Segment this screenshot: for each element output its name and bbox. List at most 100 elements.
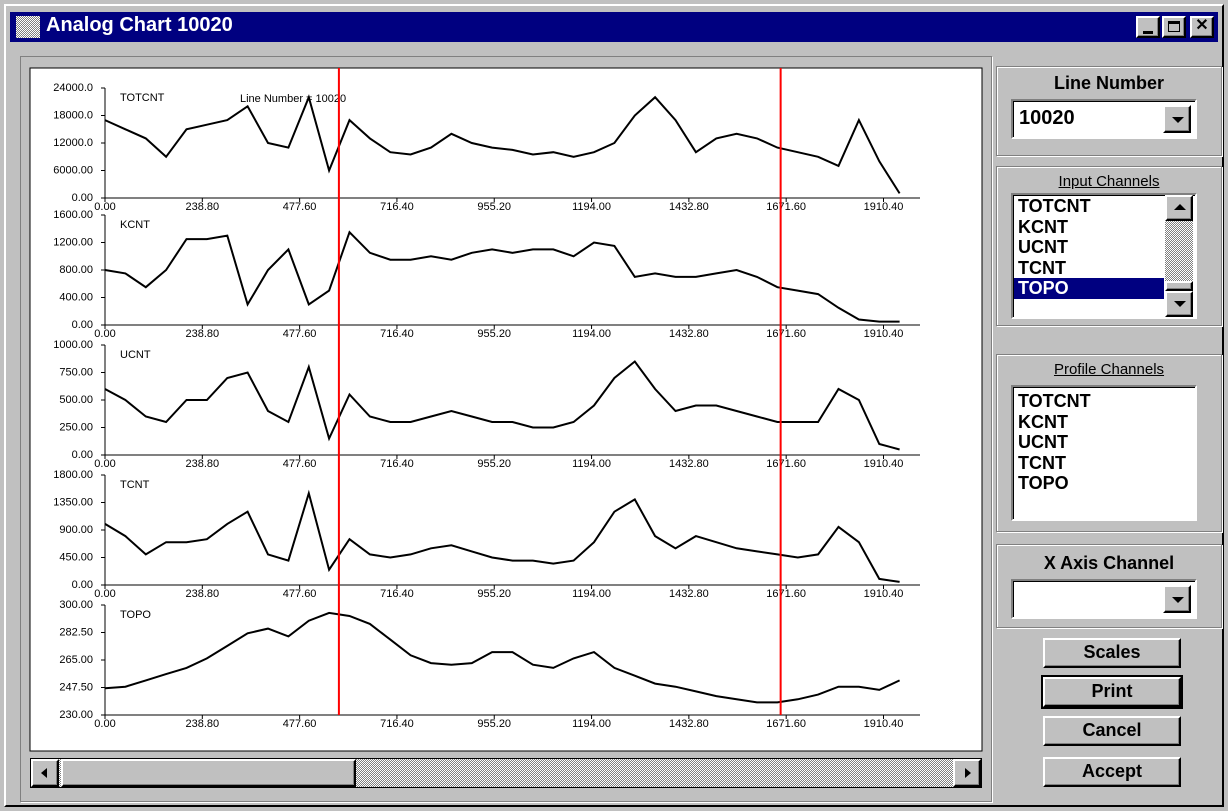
y-tick-label: 450.00 — [59, 551, 93, 563]
x-tick-label: 955.20 — [477, 588, 511, 600]
x-tick-label: 955.20 — [477, 328, 511, 340]
annotation: Line Number = 10020 — [240, 93, 346, 105]
x-tick-label: 477.60 — [283, 201, 317, 213]
x-tick-label: 1194.00 — [572, 458, 611, 470]
list-item[interactable]: KCNT — [1018, 216, 1068, 237]
chart-title: KCNT — [120, 219, 150, 231]
series-line — [104, 611, 901, 704]
x-tick-label: 0.00 — [94, 458, 115, 470]
x-tick-label: 1910.40 — [864, 588, 904, 600]
y-tick-label: 250.00 — [59, 421, 93, 433]
x-tick-label: 238.80 — [185, 328, 219, 340]
chart-background — [29, 67, 983, 752]
list-item[interactable]: TOTCNT — [1018, 391, 1091, 411]
list-scrollbar[interactable] — [1165, 195, 1195, 317]
y-tick-label: 500.00 — [59, 394, 93, 406]
x-tick-label: 1671.60 — [766, 588, 806, 600]
series-line — [104, 360, 900, 451]
input-channels-group: Input Channels TOTCNT KCNT UCNT TCNT TOPO — [996, 166, 1222, 326]
maximize-button[interactable] — [1162, 16, 1186, 38]
y-tick-label: 800.00 — [59, 264, 93, 276]
line-number-combo[interactable]: 10020 — [1011, 99, 1197, 139]
series-line — [104, 230, 900, 323]
group-label: Profile Channels — [1053, 361, 1165, 378]
combo-arrow[interactable] — [1163, 585, 1191, 613]
line-number-group: Line Number 10020 — [996, 66, 1222, 156]
y-tick-label: 247.50 — [59, 681, 93, 693]
y-tick-label: 0.00 — [72, 449, 93, 461]
cancel-button[interactable]: Cancel — [1043, 716, 1181, 746]
combo-arrow[interactable] — [1163, 105, 1191, 133]
x-tick-label: 955.20 — [477, 718, 511, 730]
window-frame — [4, 4, 1224, 807]
title-bar: Analog Chart 10020 ✕ — [10, 12, 1218, 42]
x-tick-label: 716.40 — [380, 328, 414, 340]
x-axis-channel-combo[interactable] — [1011, 579, 1197, 619]
x-tick-label: 1194.00 — [572, 201, 611, 213]
x-tick-label: 0.00 — [94, 328, 115, 340]
list-item[interactable]: KCNT — [1018, 411, 1068, 432]
x-tick-label: 477.60 — [283, 458, 317, 470]
y-tick-label: 0.00 — [72, 579, 93, 591]
group-label: X Axis Channel — [1043, 553, 1175, 573]
scroll-left[interactable] — [31, 759, 59, 787]
input-channels-list[interactable]: TOTCNT KCNT UCNT TCNT TOPO — [1011, 193, 1197, 319]
scroll-up[interactable] — [1165, 195, 1193, 221]
y-tick-label: 265.00 — [59, 654, 93, 666]
combo-value: 10020 — [1019, 107, 1075, 129]
window-title: Analog Chart 10020 — [46, 14, 233, 36]
scroll-down[interactable] — [1165, 291, 1193, 317]
x-tick-label: 1194.00 — [572, 328, 611, 340]
scroll-thumb[interactable] — [61, 759, 356, 787]
x-tick-label: 716.40 — [380, 201, 414, 213]
scroll-thumb[interactable] — [1165, 281, 1193, 291]
scales-button[interactable]: Scales — [1043, 638, 1181, 668]
y-tick-label: 6000.00 — [53, 164, 93, 176]
x-tick-label: 716.40 — [380, 718, 414, 730]
list-item[interactable]: TCNT — [1018, 452, 1066, 473]
horizontal-scrollbar[interactable] — [30, 758, 982, 788]
x-tick-label: 1432.80 — [669, 588, 709, 600]
list-item[interactable]: TOTCNT — [1018, 196, 1091, 216]
x-axis-channel-group: X Axis Channel — [996, 544, 1222, 628]
x-tick-label: 1432.80 — [669, 458, 709, 470]
x-tick-label: 477.60 — [283, 328, 317, 340]
x-tick-label: 477.60 — [283, 588, 317, 600]
y-tick-label: 400.00 — [59, 291, 93, 303]
profile-channels-list[interactable]: TOTCNT KCNT UCNT TCNT TOPO — [1011, 385, 1197, 521]
list-item[interactable]: TOPO — [1014, 278, 1164, 299]
y-tick-label: 12000.0 — [53, 137, 93, 149]
close-button[interactable]: ✕ — [1190, 16, 1214, 38]
series-line — [104, 489, 900, 583]
y-tick-label: 0.00 — [72, 319, 93, 331]
x-tick-label: 238.80 — [185, 588, 219, 600]
minimize-button[interactable] — [1136, 16, 1160, 38]
x-tick-label: 1910.40 — [864, 328, 904, 340]
y-tick-label: 1200.00 — [53, 236, 93, 248]
list-item[interactable]: UCNT — [1018, 432, 1068, 452]
x-tick-label: 1671.60 — [766, 718, 806, 730]
x-tick-label: 0.00 — [94, 588, 115, 600]
x-tick-label: 0.00 — [94, 718, 115, 730]
x-tick-label: 716.40 — [380, 588, 414, 600]
chart-title: TOTCNT — [120, 92, 165, 104]
profile-channels-group: Profile Channels TOTCNT KCNT UCNT TCNT TOPO — [996, 354, 1222, 532]
list-item[interactable]: TCNT — [1018, 257, 1066, 278]
x-tick-label: 477.60 — [283, 718, 317, 730]
scroll-right[interactable] — [953, 759, 981, 787]
chart-title: TOPO — [120, 609, 151, 621]
y-tick-label: 1600.00 — [53, 209, 93, 221]
x-tick-label: 1432.80 — [669, 201, 709, 213]
x-tick-label: 1910.40 — [864, 718, 904, 730]
list-item[interactable]: TOPO — [1018, 473, 1069, 493]
y-tick-label: 24000.0 — [53, 82, 93, 94]
y-tick-label: 1800.00 — [53, 469, 93, 481]
list-item[interactable]: UCNT — [1018, 237, 1068, 257]
y-tick-label: 230.00 — [59, 709, 93, 721]
x-tick-label: 955.20 — [477, 458, 511, 470]
scroll-track — [1165, 221, 1193, 281]
accept-button[interactable]: Accept — [1043, 757, 1181, 787]
y-tick-label: 0.00 — [72, 192, 93, 204]
print-button[interactable]: Print — [1041, 675, 1183, 709]
